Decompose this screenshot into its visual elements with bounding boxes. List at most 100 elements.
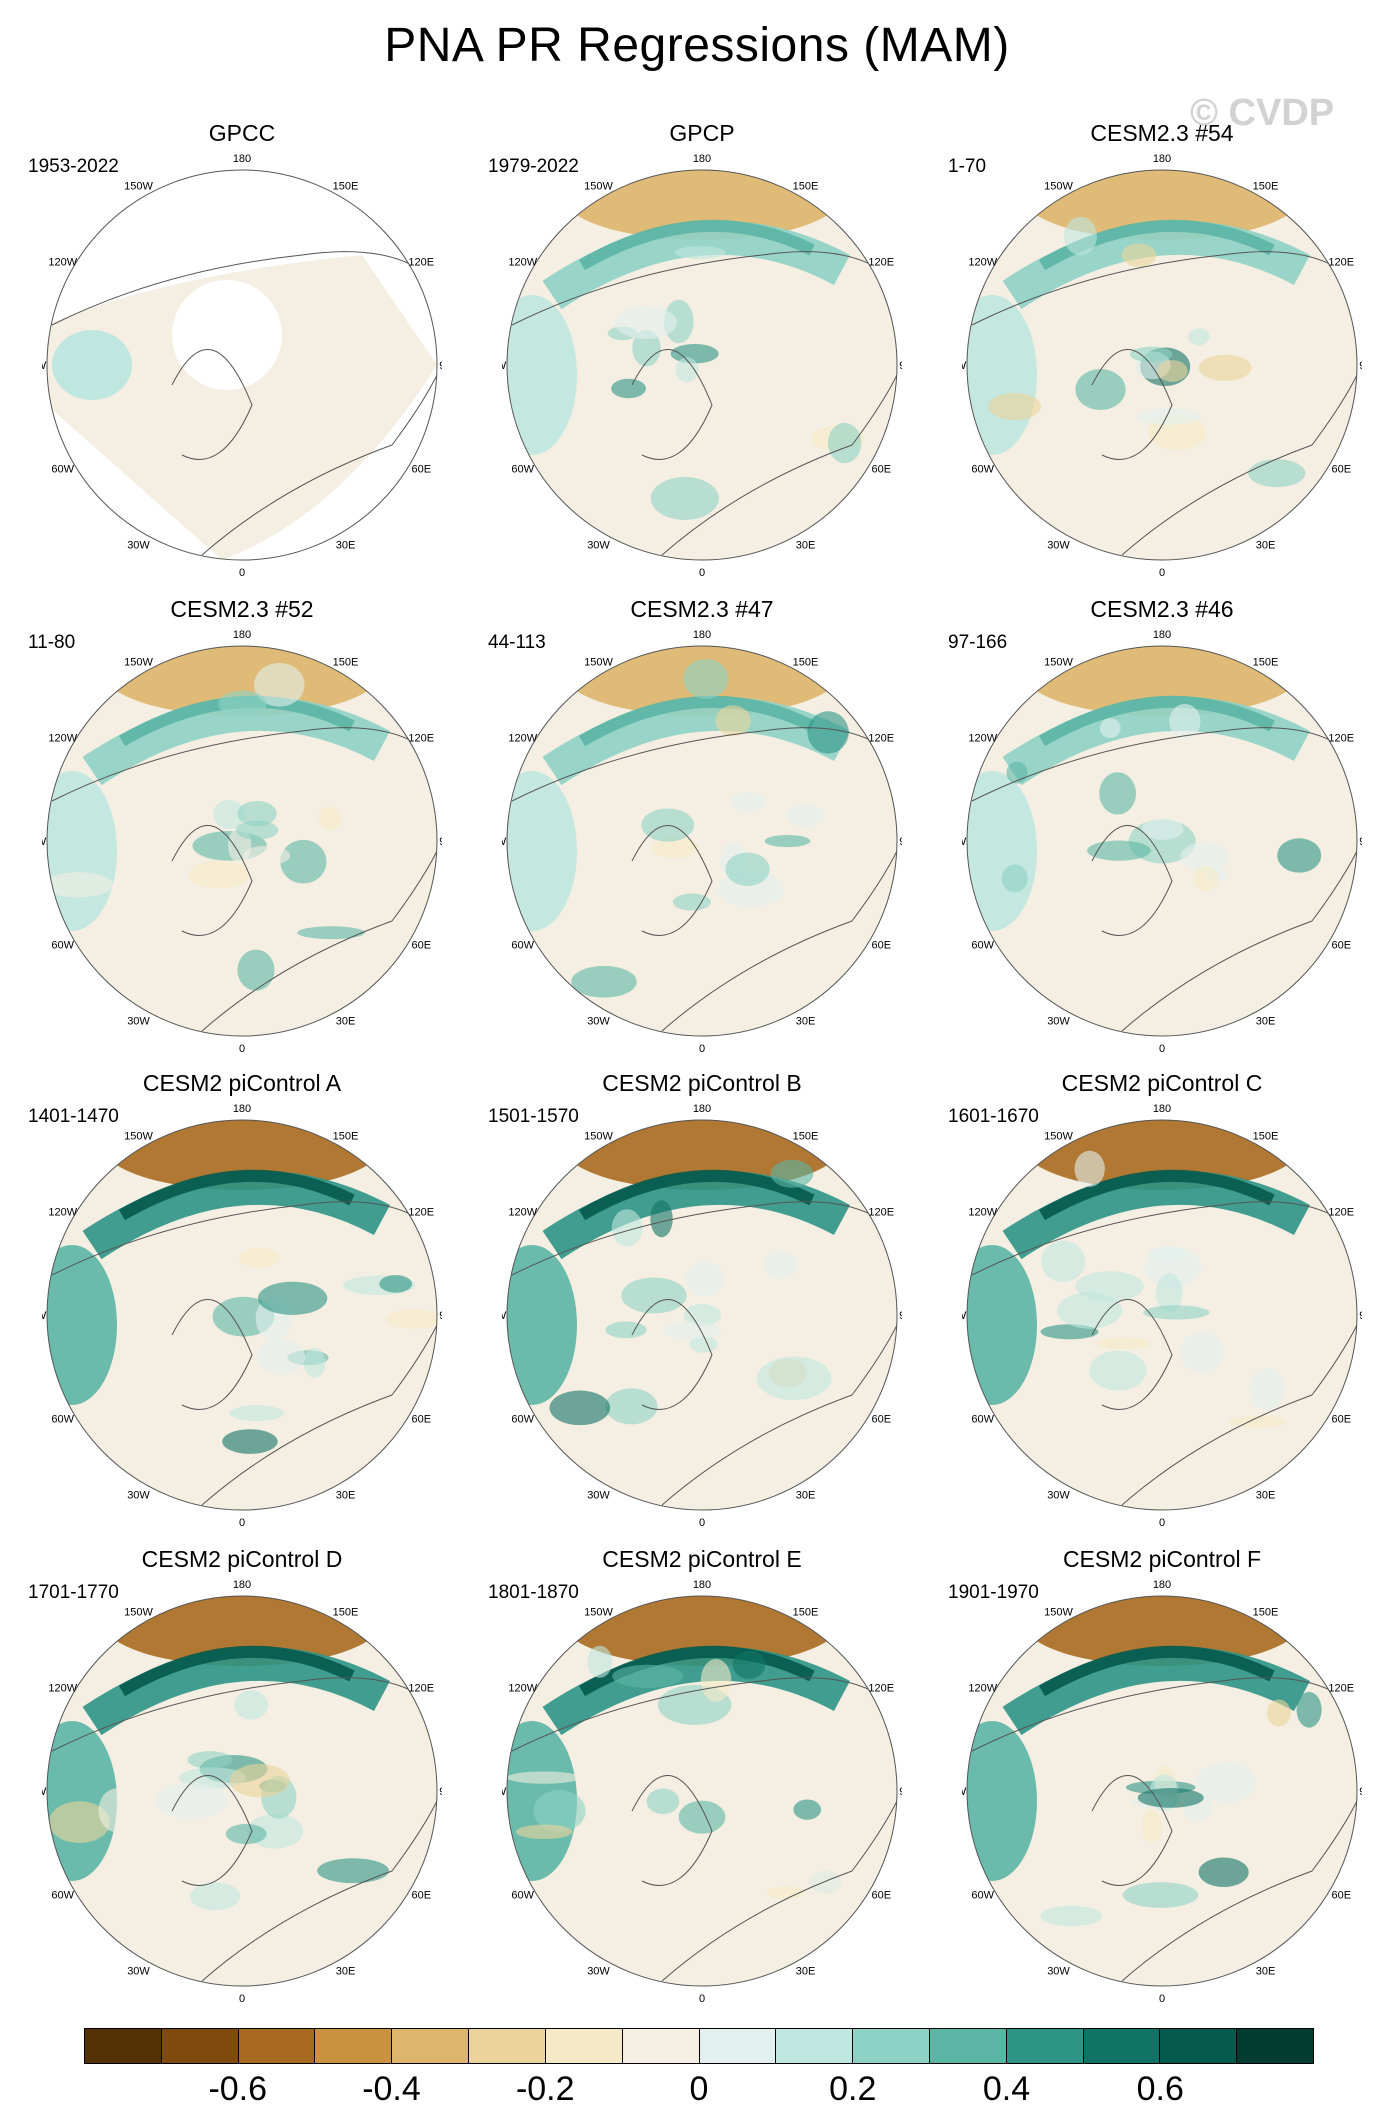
longitude-label: 30W [1047,539,1070,551]
longitude-label: 90E [439,836,442,848]
longitude-label: 0 [699,1993,705,2005]
longitude-label: 60E [411,1890,431,1902]
longitude-label: 90W [502,360,507,372]
longitude-label: 30W [127,1965,150,1977]
longitude-label: 150E [1253,1131,1279,1143]
map-panel: CESM2 piControl D 1701-1770 180 150E 120E 90E… [22,1546,462,2016]
map-panel: CESM2 piControl B 1501-1570 180 150E 120E 90E… [482,1070,922,1540]
longitude-label: 90W [962,836,967,848]
longitude-label: 0 [699,1517,705,1529]
longitude-label: 180 [693,1103,711,1115]
polar-map: 180 150E 120E 90E 60E 30E 0 30W 60W 90W 120W 150W [502,629,902,1055]
longitude-label: 90E [899,836,902,848]
longitude-label: 30E [336,1965,356,1977]
longitude-label: 150E [1253,657,1279,669]
polar-map: 180 150E 120E 90E 60E 30E 0 30W 60W 90W 120W 150W [42,153,442,579]
map-panel: GPCC 1953-2022 180 150E 120E 90E 60E 30E 0 30W 60W… [22,120,462,590]
longitude-label: 60E [411,464,431,476]
figure-title: PNA PR Regressions (MAM) [384,19,1010,72]
longitude-label: 180 [1153,153,1171,165]
map-panel: CESM2 piControl C 1601-1670 180 150E 120E 90E… [942,1070,1382,1540]
panel-title: CESM2.3 #52 [170,596,314,622]
longitude-label: 60E [1331,1890,1351,1902]
longitude-label: 30E [336,539,356,551]
panel-title: CESM2.3 #46 [1090,596,1234,622]
longitude-label: 90E [899,1786,902,1798]
colorbar-swatch [929,2029,1007,2063]
longitude-label: 150W [1044,1607,1073,1619]
longitude-label: 90W [42,836,47,848]
longitude-label: 30E [336,1015,356,1027]
longitude-label: 30E [796,1015,816,1027]
longitude-label: 90E [899,1310,902,1322]
longitude-label: 180 [233,1579,251,1591]
panel-title: CESM2.3 #47 [630,596,774,622]
longitude-label: 90W [42,1786,47,1798]
colorbar-swatch [776,2029,854,2063]
map-panel: CESM2.3 #47 44-113 180 150E 120E 90E 60E 30E 0 30… [482,596,922,1066]
longitude-label: 150E [1253,181,1279,193]
longitude-label: 150W [584,1131,613,1143]
panel-title: GPCC [208,120,276,146]
colorbar-swatch [1160,2029,1238,2063]
longitude-label: 30W [587,1965,610,1977]
longitude-label: 60E [871,1890,891,1902]
panel-period: 1701-1770 [28,1582,119,1603]
longitude-label: 180 [233,153,251,165]
longitude-label: 120E [1328,733,1354,745]
longitude-label: 0 [239,1993,245,2005]
longitude-label: 30W [127,1489,150,1501]
colorbar-swatch [622,2029,700,2063]
longitude-label: 180 [1153,1103,1171,1115]
panel-period: 1901-1970 [948,1582,1039,1603]
colorbar-swatch [1237,2029,1313,2063]
longitude-label: 150W [124,1607,153,1619]
longitude-label: 120E [408,1683,434,1695]
longitude-label: 150E [333,181,359,193]
longitude-label: 150W [124,1131,153,1143]
longitude-label: 150E [793,1607,819,1619]
colorbar-tick-label: 0 [689,2070,709,2108]
colorbar-swatch [85,2029,162,2063]
longitude-label: 150E [793,657,819,669]
longitude-label: 0 [1159,1043,1165,1055]
polar-map: 180 150E 120E 90E 60E 30E 0 30W 60W 90W 120W 150W [502,153,902,579]
longitude-label: 30W [127,1015,150,1027]
panel-period: 44-113 [488,632,546,653]
longitude-label: 150W [124,657,153,669]
longitude-label: 150E [333,1131,359,1143]
longitude-label: 150W [124,181,153,193]
longitude-label: 90W [502,1786,507,1798]
longitude-label: 150W [1044,657,1073,669]
longitude-label: 90W [502,1310,507,1322]
longitude-label: 90W [962,1310,967,1322]
longitude-label: 90E [439,1786,442,1798]
longitude-label: 90E [1359,360,1362,372]
longitude-label: 30W [1047,1489,1070,1501]
panel-period: 1601-1670 [948,1106,1039,1127]
colorbar-swatch [1083,2029,1161,2063]
longitude-label: 60W [511,1414,534,1426]
colorbar-swatch [1006,2029,1084,2063]
colorbar-tick-label: -0.2 [515,2070,575,2108]
longitude-label: 0 [1159,567,1165,579]
longitude-label: 60E [871,464,891,476]
longitude-label: 60E [1331,940,1351,952]
panel-period: 1401-1470 [28,1106,119,1127]
longitude-label: 120E [868,733,894,745]
longitude-label: 0 [239,1043,245,1055]
longitude-label: 120E [408,1207,434,1219]
panel-period: 97-166 [948,632,1008,653]
colorbar-swatch [469,2029,546,2063]
polar-map: 180 150E 120E 90E 60E 30E 0 30W 60W 90W 120W 150W [962,629,1362,1055]
longitude-label: 30W [1047,1015,1070,1027]
longitude-label: 30W [587,1489,610,1501]
colorbar-tick-label: 0.6 [1136,2070,1184,2108]
longitude-label: 120E [408,733,434,745]
longitude-label: 90W [962,1786,967,1798]
longitude-label: 90E [439,360,442,372]
longitude-label: 120E [1328,1683,1354,1695]
panel-title: CESM2 piControl E [602,1546,802,1572]
longitude-label: 90E [439,1310,442,1322]
colorbar-swatch [699,2029,777,2063]
